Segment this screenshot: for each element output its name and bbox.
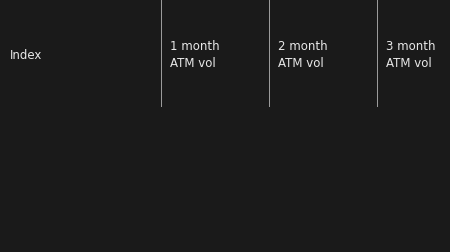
Text: 1 month
ATM vol: 1 month ATM vol <box>170 40 220 71</box>
Text: 3 month
ATM vol: 3 month ATM vol <box>386 40 436 71</box>
Text: 2 month
ATM vol: 2 month ATM vol <box>278 40 328 71</box>
Text: Index: Index <box>10 49 42 62</box>
